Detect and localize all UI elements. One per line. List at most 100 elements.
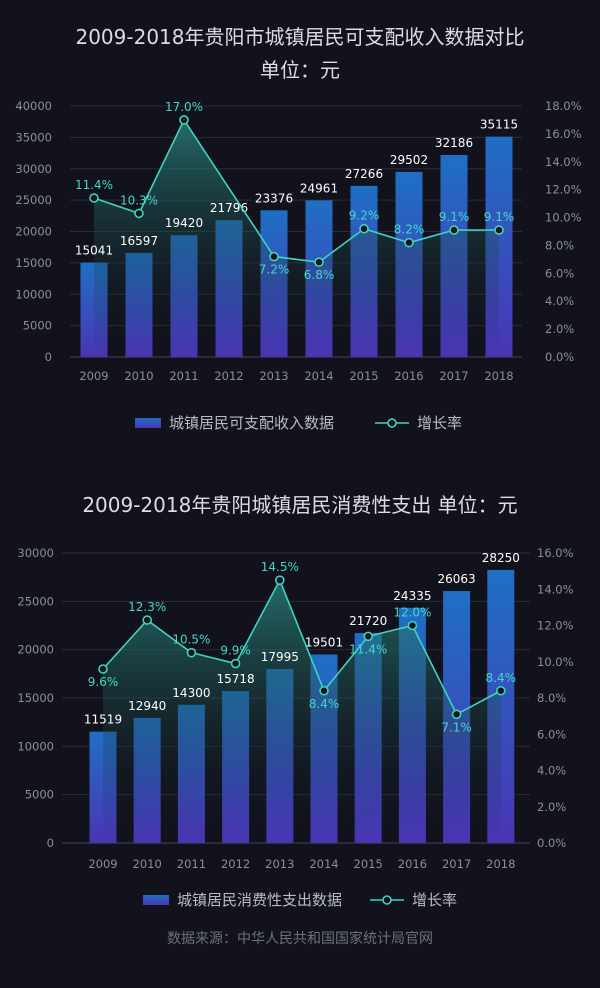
legend-bar-swatch	[143, 895, 169, 905]
growth-label: 8.4%	[309, 697, 340, 711]
y2-tick-label: 2.0%	[545, 322, 574, 336]
y2-tick-label: 6.0%	[545, 266, 574, 280]
x-tick-label: 2013	[259, 369, 288, 383]
growth-point	[359, 223, 369, 234]
y-tick-label: 20000	[17, 643, 54, 657]
x-tick-label: 2016	[394, 369, 423, 383]
chart2-title: 2009-2018年贵阳城镇居民消费性支出 单位：元	[82, 493, 517, 517]
legend-line-marker	[382, 895, 392, 905]
y-tick-label: 25000	[15, 193, 52, 207]
chart1-title-line1: 2009-2018年贵阳市城镇居民可支配收入数据对比	[75, 25, 524, 49]
growth-point	[179, 115, 189, 125]
growth-line	[102, 578, 502, 716]
growth-label: 9.9%	[220, 644, 251, 658]
bar-value-label: 24335	[393, 589, 431, 603]
bar-value-label: 24961	[300, 181, 338, 195]
y2-tick-label: 16.0%	[537, 546, 574, 560]
y-tick-label: 25000	[17, 594, 54, 608]
y2-tick-label: 14.0%	[545, 155, 582, 169]
x-tick-label: 2012	[214, 369, 243, 383]
x-tick-label: 2011	[177, 857, 206, 871]
x-tick-label: 2017	[439, 369, 468, 383]
growth-label: 12.0%	[393, 606, 431, 620]
x-tick-label: 2014	[304, 369, 333, 383]
bar-value-label: 19420	[165, 216, 203, 230]
growth-point	[314, 257, 324, 267]
chart1-title-line2: 单位：元	[260, 58, 340, 82]
growth-label: 9.2%	[349, 209, 380, 223]
y-tick-label: 15000	[15, 256, 52, 270]
bar-value-label: 17995	[261, 650, 299, 664]
y2-tick-label: 12.0%	[545, 183, 582, 197]
bar-value-label: 16597	[120, 234, 158, 248]
growth-point	[230, 658, 241, 669]
bar-value-label: 15718	[217, 672, 255, 686]
legend-bar-label: 城镇居民消费性支出数据	[177, 891, 342, 909]
y2-tick-label: 4.0%	[545, 294, 574, 308]
growth-point	[449, 225, 459, 235]
growth-label: 11.4%	[75, 178, 113, 192]
bar-value-label: 14300	[172, 686, 210, 700]
x-tick-label: 2010	[124, 369, 153, 383]
bar-value-label: 23376	[255, 191, 293, 205]
y-tick-label: 10000	[15, 287, 52, 301]
bar-value-label: 32186	[435, 136, 473, 150]
growth-label: 9.1%	[439, 210, 470, 224]
x-tick-label: 2009	[79, 369, 108, 383]
y2-tick-label: 0.0%	[537, 836, 566, 850]
growth-point	[407, 620, 418, 631]
y2-tick-label: 18.0%	[545, 99, 582, 113]
growth-point	[269, 251, 279, 262]
y2-tick-label: 10.0%	[545, 211, 582, 225]
y2-tick-label: 2.0%	[537, 800, 566, 814]
x-tick-label: 2018	[486, 857, 515, 871]
growth-label: 17.0%	[165, 100, 203, 114]
legend-bar-label: 城镇居民可支配收入数据	[169, 414, 334, 432]
x-tick-label: 2015	[354, 857, 383, 871]
growth-label: 11.4%	[349, 642, 387, 656]
y2-tick-label: 10.0%	[537, 655, 574, 669]
y-tick-label: 40000	[15, 99, 52, 113]
growth-point	[451, 709, 462, 720]
chart1: 0 5000 10000 15000 20000 25000 30000 35000 40000…	[15, 99, 581, 432]
bar-value-label: 21720	[349, 614, 387, 628]
legend-line-label: 增长率	[412, 891, 457, 909]
growth-point	[274, 575, 285, 585]
y2-tick-label: 14.0%	[537, 582, 574, 596]
growth-label: 10.5%	[172, 633, 210, 647]
growth-point	[134, 208, 144, 219]
y-tick-label: 35000	[15, 130, 52, 144]
bar-value-label: 15041	[75, 244, 113, 258]
growth-line	[93, 118, 499, 264]
y-tick-label: 10000	[17, 739, 54, 753]
y-tick-label: 0	[47, 836, 54, 850]
y2-tick-label: 16.0%	[545, 127, 582, 141]
chart2: 0 5000 10000 15000 20000 25000 30000 0.0% 2.0% 4.…	[17, 546, 573, 909]
growth-label: 10.3%	[120, 193, 158, 207]
bar-value-label: 29502	[390, 153, 428, 167]
y2-tick-label: 8.0%	[545, 238, 574, 252]
y-tick-label: 20000	[15, 225, 52, 239]
y2-tick-label: 6.0%	[537, 727, 566, 741]
x-tick-label: 2012	[221, 857, 250, 871]
growth-label: 9.1%	[484, 210, 515, 224]
source-note: 数据来源：中华人民共和国国家统计局官网	[167, 930, 433, 947]
legend-line-marker	[387, 418, 397, 428]
growth-label: 12.3%	[128, 600, 166, 614]
growth-point	[495, 685, 506, 696]
growth-label: 7.1%	[441, 720, 472, 734]
growth-label: 8.2%	[394, 223, 425, 237]
y2-tick-label: 12.0%	[537, 619, 574, 633]
growth-area	[94, 119, 499, 357]
legend-line-label: 增长率	[417, 414, 462, 432]
y2-tick-label: 4.0%	[537, 764, 566, 778]
growth-point	[186, 647, 197, 658]
growth-label: 9.6%	[88, 675, 119, 689]
x-tick-label: 2010	[133, 857, 162, 871]
x-tick-label: 2016	[398, 857, 427, 871]
growth-point	[363, 631, 374, 642]
bar-value-label: 27266	[345, 167, 383, 181]
y-tick-label: 30000	[17, 546, 54, 560]
bar-value-label: 28250	[482, 551, 520, 565]
